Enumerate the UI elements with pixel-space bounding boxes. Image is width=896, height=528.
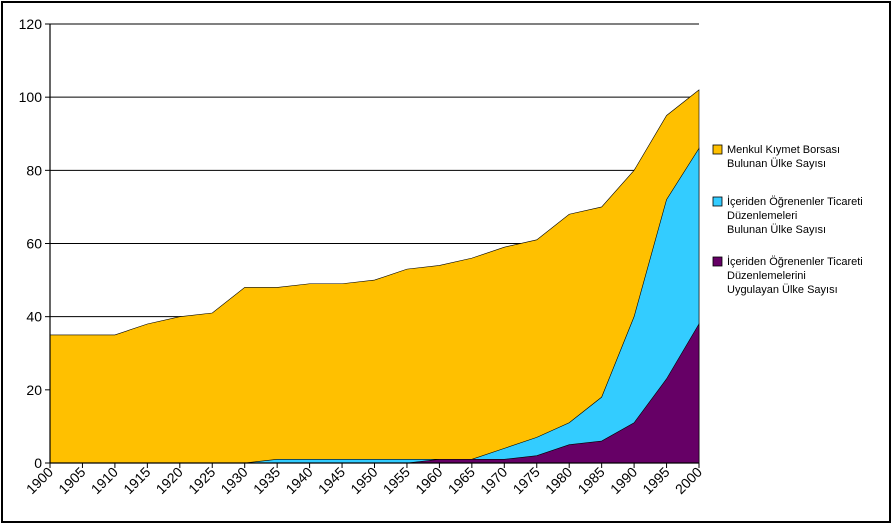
legend-label-2-line-1: İçeriden Öğrenenler Ticareti [727, 195, 863, 208]
legend-label-3-line-1: İçeriden Öğrenenler Ticareti [727, 255, 863, 268]
legend-entry-2: İçeriden Öğrenenler Ticareti Düzenlemeler… [712, 195, 863, 236]
legend-label-2-line-3: Bulunan Ülke Sayısı [727, 224, 826, 236]
legend-swatch-2 [712, 196, 723, 207]
y-tick-label-80: 80 [26, 162, 42, 178]
x-tick-label-1965: 1965 [445, 464, 478, 497]
x-tick-labels: 1900 1905 1910 1915 1920 1925 1930 1935 1940 1945… [23, 463, 705, 497]
x-tick-label-1975: 1975 [510, 464, 543, 497]
x-tick-label-1995: 1995 [639, 464, 672, 497]
x-tick-label-1970: 1970 [477, 464, 510, 497]
x-tick-label-1950: 1950 [347, 464, 380, 497]
y-tick-label-100: 100 [19, 89, 43, 105]
x-tick-label-1945: 1945 [315, 464, 348, 497]
legend-entry-1: Menkul Kıymet Borsası Bulunan Ülke Sayısı [712, 144, 840, 170]
series-areas [49, 89, 700, 464]
x-tick-label-1915: 1915 [120, 464, 153, 497]
x-tick-label-1960: 1960 [412, 464, 445, 497]
x-tick-label-1985: 1985 [574, 464, 607, 497]
legend: Menkul Kıymet Borsası Bulunan Ülke Sayısı… [712, 144, 863, 296]
x-tick-label-1910: 1910 [88, 464, 121, 497]
x-tick-label-1900: 1900 [23, 464, 56, 497]
x-tick-label-1925: 1925 [185, 464, 218, 497]
x-tick-label-1905: 1905 [55, 464, 88, 497]
x-tick-label-1930: 1930 [217, 464, 250, 497]
x-tick-label-1935: 1935 [250, 464, 283, 497]
legend-label-2-line-2: Düzenlemeleri [727, 210, 797, 222]
y-tick-label-60: 60 [26, 236, 42, 252]
y-tick-label-40: 40 [26, 309, 42, 325]
x-tick-label-1980: 1980 [542, 464, 575, 497]
legend-label-1-line-2: Bulunan Ülke Sayısı [727, 158, 826, 170]
y-tick-labels: 0 20 40 60 80 100 120 [19, 16, 50, 471]
y-tick-label-0: 0 [34, 455, 42, 471]
legend-entry-3: İçeriden Öğrenenler Ticareti Düzenlemeler… [712, 255, 863, 296]
legend-label-3-line-3: Uygulayan Ülke Sayısı [727, 284, 838, 296]
legend-swatch-3 [712, 256, 723, 267]
legend-label-1-line-1: Menkul Kıymet Borsası [727, 144, 840, 156]
x-tick-label-1940: 1940 [282, 464, 315, 497]
x-tick-label-2000: 2000 [672, 464, 705, 497]
legend-swatch-1 [712, 144, 723, 155]
legend-label-3-line-2: Düzenlemelerini [727, 270, 806, 282]
x-tick-label-1955: 1955 [380, 464, 413, 497]
y-tick-label-120: 120 [19, 16, 43, 32]
y-tick-label-20: 20 [26, 382, 42, 398]
series-area-1 [49, 89, 700, 464]
x-tick-label-1990: 1990 [607, 464, 640, 497]
x-tick-label-1920: 1920 [153, 464, 186, 497]
